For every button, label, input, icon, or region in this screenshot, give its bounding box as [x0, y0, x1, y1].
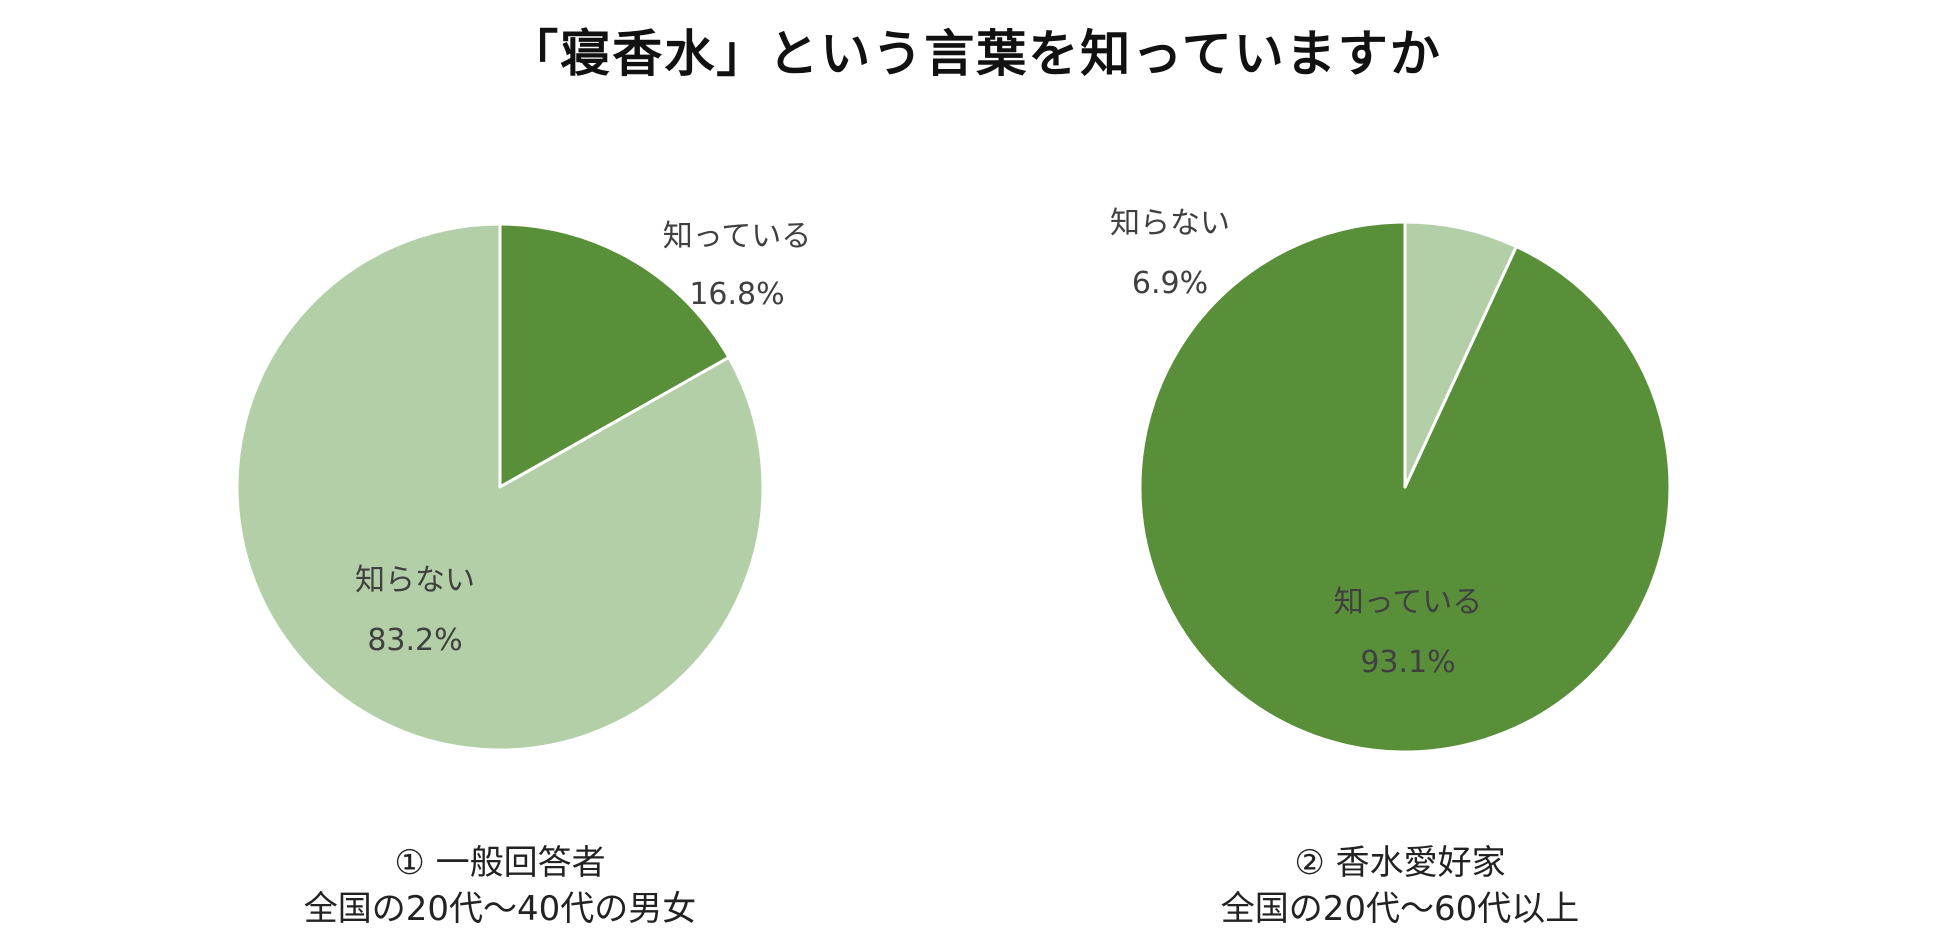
pie-slice-2-unknown — [1403, 220, 1518, 489]
caption-chart-2: ② 香水愛好家 全国の20代〜60代以上 — [1050, 840, 1750, 932]
caption-2-title: ② 香水愛好家 — [1294, 843, 1506, 883]
pie-slice-1-known — [498, 222, 731, 489]
pie-chart-2: 知っている 93.1% 知らない 6.9% — [1110, 206, 1672, 754]
slice-label-1-known: 知っている — [663, 219, 812, 254]
slice-value-2-known: 93.1% — [1360, 645, 1455, 680]
chart-title: 「寝香水」という言葉を知っていますか — [508, 25, 1442, 83]
slice-value-1-unknown: 83.2% — [367, 623, 462, 658]
caption-2-subtitle: 全国の20代〜60代以上 — [1220, 889, 1580, 929]
caption-1-subtitle: 全国の20代〜40代の男女 — [303, 889, 697, 929]
caption-chart-1: ① 一般回答者 全国の20代〜40代の男女 — [150, 840, 850, 932]
caption-1-title: ① 一般回答者 — [394, 843, 606, 883]
slice-label-1-unknown: 知らない — [355, 563, 475, 598]
pie-chart-1: 知っている 16.8% 知らない 83.2% — [235, 219, 812, 752]
slice-value-2-unknown: 6.9% — [1132, 266, 1208, 301]
slice-value-1-known: 16.8% — [689, 277, 784, 312]
slice-label-2-known: 知っている — [1334, 585, 1483, 620]
pie-slice-1-unknown — [235, 222, 765, 752]
slice-label-2-unknown: 知らない — [1110, 206, 1230, 241]
